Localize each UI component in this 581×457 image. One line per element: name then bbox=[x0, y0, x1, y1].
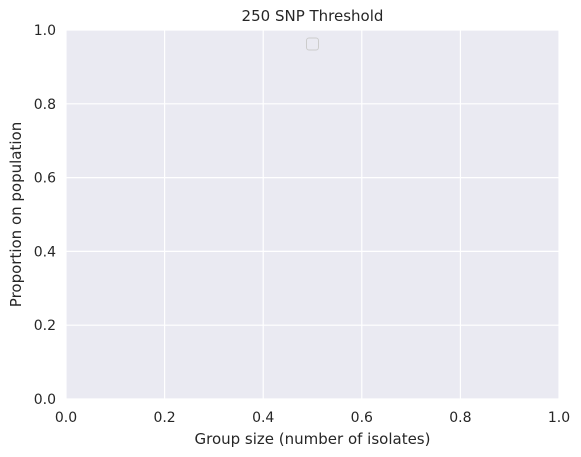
x-tick-label: 1.0 bbox=[548, 410, 570, 426]
y-tick-label: 0.6 bbox=[34, 171, 56, 187]
x-tick-label: 0.4 bbox=[252, 410, 274, 426]
x-axis-ticks: 0.0 0.2 0.4 0.6 0.8 1.0 bbox=[55, 410, 570, 426]
plot-area bbox=[66, 30, 559, 399]
y-tick-label: 0.0 bbox=[34, 392, 56, 408]
x-tick-label: 0.2 bbox=[153, 410, 175, 426]
y-tick-label: 0.8 bbox=[34, 97, 56, 113]
grid-lines bbox=[65, 29, 560, 400]
legend[interactable] bbox=[306, 37, 319, 51]
y-tick-label: 0.2 bbox=[34, 318, 56, 334]
x-tick-label: 0.8 bbox=[449, 410, 471, 426]
chart-title: 250 SNP Threshold bbox=[242, 7, 384, 25]
x-axis-label: Group size (number of isolates) bbox=[195, 430, 431, 448]
y-tick-label: 1.0 bbox=[34, 23, 56, 39]
y-axis-ticks: 0.0 0.2 0.4 0.6 0.8 1.0 bbox=[34, 23, 56, 408]
x-tick-label: 0.6 bbox=[351, 410, 373, 426]
y-axis-label: Proportion on population bbox=[7, 122, 25, 307]
y-tick-label: 0.4 bbox=[34, 244, 56, 260]
x-tick-label: 0.0 bbox=[55, 410, 77, 426]
